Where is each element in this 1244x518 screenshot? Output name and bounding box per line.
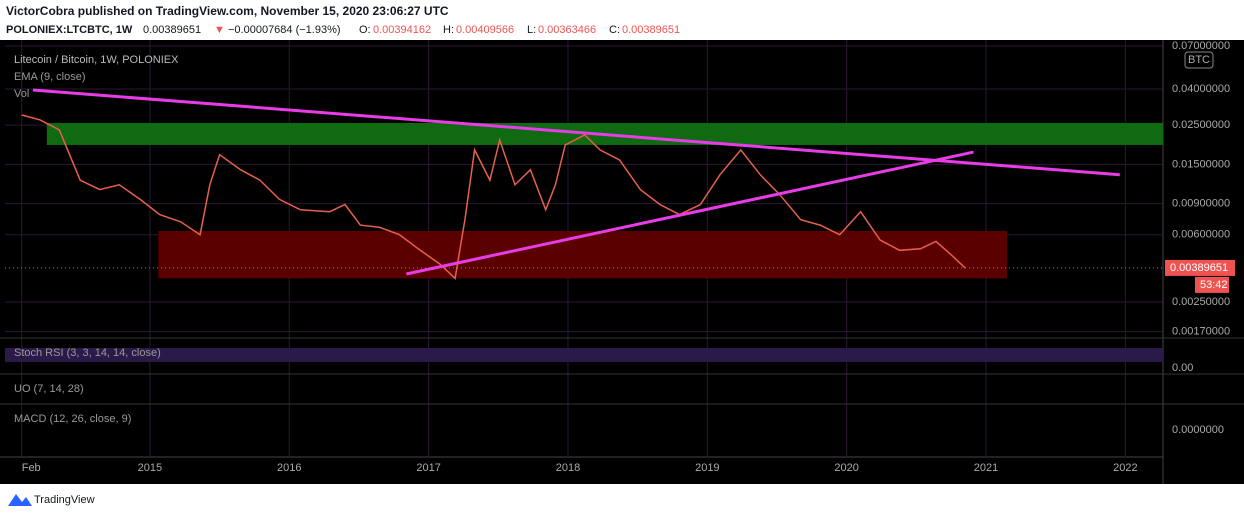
plot	[5, 40, 1163, 457]
indicator-title: UO (7, 14, 28)	[14, 383, 84, 395]
symbol-line: POLONIEX:LTCBTC, 1W 0.00389651 ▼ −0.0000…	[6, 24, 680, 36]
legend-item: Vol	[14, 88, 29, 100]
legend-item: EMA (9, close)	[14, 71, 86, 83]
x-tick-label: 2020	[834, 462, 858, 474]
price: 0.00389651	[143, 24, 201, 36]
published: VictorCobra published on TradingView.com…	[6, 4, 449, 18]
change: −0.00007684 (−1.93%)	[228, 24, 341, 36]
logo-icon	[8, 494, 32, 506]
indicator-title: MACD (12, 26, close, 9)	[14, 413, 131, 425]
indicator-tick: 0.00	[1172, 362, 1193, 374]
x-tick-label: 2018	[556, 462, 580, 474]
countdown: 53:42	[1200, 279, 1228, 291]
currency-badge	[1184, 51, 1214, 69]
indicator-title: Stoch RSI (3, 3, 14, 14, close)	[14, 347, 161, 359]
arrow: ▼	[214, 24, 225, 36]
y-tick-label: 0.00250000	[1172, 296, 1230, 308]
countdown-box	[1195, 276, 1229, 293]
last-price-box	[1165, 259, 1235, 276]
x-tick-label: Feb	[22, 462, 41, 474]
y-tick-label: 0.02500000	[1172, 119, 1230, 131]
x-tick-label: 2019	[695, 462, 719, 474]
h-label: H:	[443, 24, 454, 36]
x-tick-label: 2015	[138, 462, 162, 474]
y-tick-label: 0.04000000	[1172, 83, 1230, 95]
h-value: 0.00409566	[456, 24, 514, 36]
x-tick-label: 2016	[277, 462, 301, 474]
o-label: O:	[359, 24, 371, 36]
y-tick-label: 0.00170000	[1172, 326, 1230, 338]
y-tick-label: 0.07000000	[1172, 40, 1230, 52]
zone	[158, 230, 1007, 279]
indicator-tick: 0.0000000	[1172, 424, 1224, 436]
trend-line	[406, 150, 974, 276]
symbol: POLONIEX:LTCBTC, 1W	[6, 24, 133, 36]
chart-title: Litecoin / Bitcoin, 1W, POLONIEX	[14, 54, 179, 66]
x-tick-label: 2021	[974, 462, 998, 474]
y-tick-label: 0.01500000	[1172, 158, 1230, 170]
c-value: 0.00389651	[622, 24, 680, 36]
y-tick-label: 0.00600000	[1172, 229, 1230, 241]
o-value: 0.00394162	[373, 24, 431, 36]
currency: BTC	[1188, 54, 1210, 66]
price-line	[21, 114, 966, 280]
stoch-band	[5, 348, 1163, 362]
y-tick-label: 0.00900000	[1172, 198, 1230, 210]
brand: TradingView	[34, 494, 95, 506]
last-price-label: 0.00389651	[1170, 262, 1228, 274]
l-value: 0.00363466	[538, 24, 596, 36]
x-tick-label: 2022	[1113, 462, 1137, 474]
l-label: L:	[527, 24, 536, 36]
logo	[8, 494, 32, 506]
c-label: C:	[609, 24, 620, 36]
x-tick-label: 2017	[416, 462, 440, 474]
